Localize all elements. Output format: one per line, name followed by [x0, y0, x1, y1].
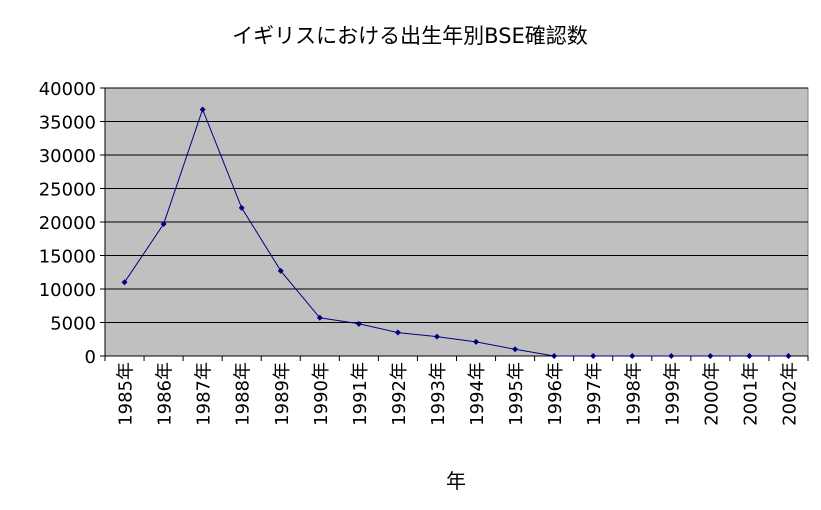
x-tick-label: 1991年: [350, 362, 371, 426]
y-axis: 0 5000 10000 15000 20000 25000 30000 35000 40000: [39, 79, 106, 368]
x-tick-label: 1994年: [467, 362, 488, 426]
x-tick-label: 2001年: [740, 362, 761, 426]
data-point-marker: [590, 353, 597, 359]
chart-title: イギリスにおける出生年別BSE確認数: [232, 24, 588, 48]
x-tick-label: 1997年: [584, 362, 605, 426]
data-point-marker: [433, 333, 440, 340]
data-point-marker: [746, 353, 753, 359]
data-point-marker: [551, 353, 558, 359]
x-tick-label: 2002年: [779, 362, 800, 426]
y-tick-label: 0: [85, 347, 96, 368]
x-tick-label: 1998年: [623, 362, 644, 426]
y-tick-label: 35000: [39, 113, 96, 134]
y-tick-label: 30000: [39, 146, 96, 167]
series-markers: [121, 106, 792, 359]
data-point-marker: [668, 353, 675, 359]
x-tick-label: 1987年: [194, 362, 215, 426]
y-tick-label: 20000: [39, 213, 96, 234]
data-point-marker: [355, 320, 362, 327]
x-tick-label: 1992年: [389, 362, 410, 426]
x-tick-label: 1986年: [155, 362, 176, 426]
data-point-marker: [394, 329, 401, 336]
x-tick-label: 2000年: [701, 362, 722, 426]
x-tick-label: 1996年: [545, 362, 566, 426]
data-point-marker: [512, 346, 519, 353]
data-point-marker: [199, 106, 206, 113]
x-axis: 1985年 1986年 1987年 1988年 1989年 1990年 1991年 1992年…: [104, 355, 809, 426]
data-point-marker: [121, 279, 128, 286]
gridlines: [105, 87, 808, 323]
x-tick-label: 1999年: [662, 362, 683, 426]
x-tick-label: 1995年: [506, 362, 527, 426]
data-point-marker: [277, 267, 284, 274]
y-tick-label: 10000: [39, 280, 96, 301]
data-point-marker: [316, 314, 323, 321]
data-point-marker: [238, 204, 245, 211]
y-tick-label: 5000: [50, 314, 96, 335]
data-point-marker: [785, 353, 792, 359]
data-point-marker: [160, 221, 167, 228]
x-axis-label: 年: [446, 469, 466, 493]
y-tick-label: 40000: [39, 79, 96, 100]
x-tick-label: 1985年: [116, 362, 137, 426]
data-point-marker: [629, 353, 636, 359]
x-tick-label: 1988年: [233, 362, 254, 426]
data-point-marker: [707, 353, 714, 359]
x-tick-label: 1993年: [428, 362, 449, 426]
series-line: [124, 107, 789, 357]
x-tick-label: 1989年: [272, 362, 293, 426]
y-tick-label: 15000: [39, 247, 96, 268]
y-tick-label: 25000: [39, 180, 96, 201]
x-tick-label: 1990年: [311, 362, 332, 426]
data-point-marker: [473, 338, 480, 345]
